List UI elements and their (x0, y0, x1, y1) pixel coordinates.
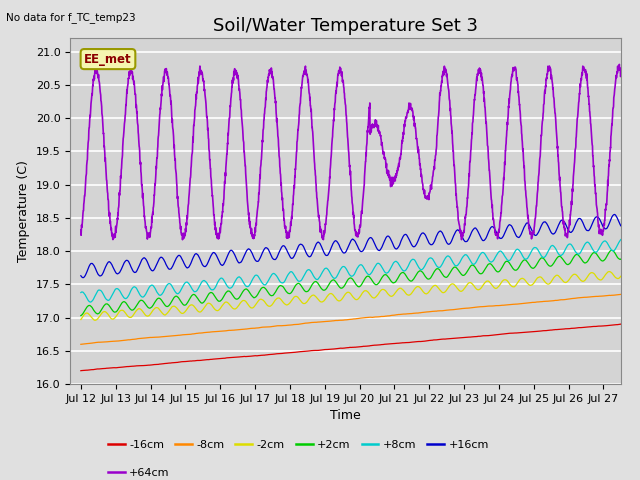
-8cm (598, 293, 606, 299)
-2cm (354, 296, 362, 302)
-2cm (432, 283, 440, 288)
+64cm (432, 153, 440, 158)
Text: No data for f_TC_temp23: No data for f_TC_temp23 (6, 12, 136, 23)
+16cm (611, 212, 618, 217)
+8cm (415, 265, 423, 271)
-2cm (534, 275, 542, 280)
Title: Soil/Water Temperature Set 3: Soil/Water Temperature Set 3 (213, 17, 478, 36)
-8cm (415, 310, 423, 316)
-2cm (92, 317, 99, 323)
+64cm (179, 237, 186, 242)
-2cm (598, 276, 606, 282)
+16cm (534, 230, 542, 236)
Line: +64cm: +64cm (81, 64, 621, 240)
-16cm (617, 321, 625, 327)
+64cm (354, 234, 362, 240)
+16cm (79, 275, 87, 280)
-16cm (77, 368, 85, 373)
-2cm (77, 317, 84, 323)
+16cm (415, 235, 423, 241)
Line: -2cm: -2cm (81, 272, 621, 320)
+2cm (598, 258, 606, 264)
-2cm (415, 284, 423, 290)
-8cm (109, 338, 116, 344)
+2cm (109, 308, 116, 313)
-16cm (534, 328, 542, 334)
+2cm (534, 260, 541, 265)
Y-axis label: Temperature (C): Temperature (C) (17, 160, 30, 262)
Line: -8cm: -8cm (81, 294, 621, 344)
+8cm (432, 262, 440, 267)
+2cm (415, 268, 423, 274)
-16cm (432, 337, 440, 343)
+16cm (432, 235, 440, 241)
+8cm (534, 247, 542, 253)
-8cm (354, 316, 362, 322)
+16cm (354, 244, 362, 250)
+64cm (616, 61, 623, 67)
-16cm (598, 323, 606, 329)
+64cm (534, 180, 542, 185)
Line: +8cm: +8cm (81, 240, 621, 302)
+8cm (77, 290, 84, 296)
+16cm (617, 223, 625, 228)
-2cm (605, 269, 613, 275)
-8cm (431, 308, 439, 314)
Line: +2cm: +2cm (81, 251, 621, 315)
+2cm (431, 267, 439, 273)
+2cm (77, 312, 84, 318)
+2cm (608, 248, 616, 253)
+16cm (77, 273, 84, 278)
+64cm (109, 232, 116, 238)
+8cm (617, 237, 625, 242)
-16cm (415, 338, 423, 344)
+2cm (617, 256, 625, 262)
+2cm (354, 284, 362, 289)
+64cm (617, 72, 625, 78)
-2cm (617, 274, 625, 279)
-8cm (534, 299, 541, 305)
+64cm (598, 228, 606, 234)
+8cm (598, 240, 606, 246)
+8cm (109, 291, 116, 297)
-16cm (77, 368, 84, 373)
+16cm (598, 222, 606, 228)
-16cm (109, 365, 116, 371)
Legend: +64cm: +64cm (104, 463, 174, 480)
-8cm (77, 341, 84, 347)
Text: EE_met: EE_met (84, 53, 132, 66)
+8cm (354, 264, 362, 270)
X-axis label: Time: Time (330, 409, 361, 422)
Line: +16cm: +16cm (81, 215, 621, 277)
-16cm (354, 344, 362, 350)
+16cm (109, 264, 116, 270)
Line: -16cm: -16cm (81, 324, 621, 371)
+64cm (415, 156, 423, 161)
-8cm (617, 291, 625, 297)
+8cm (86, 300, 94, 305)
-2cm (109, 316, 116, 322)
+64cm (77, 227, 84, 233)
